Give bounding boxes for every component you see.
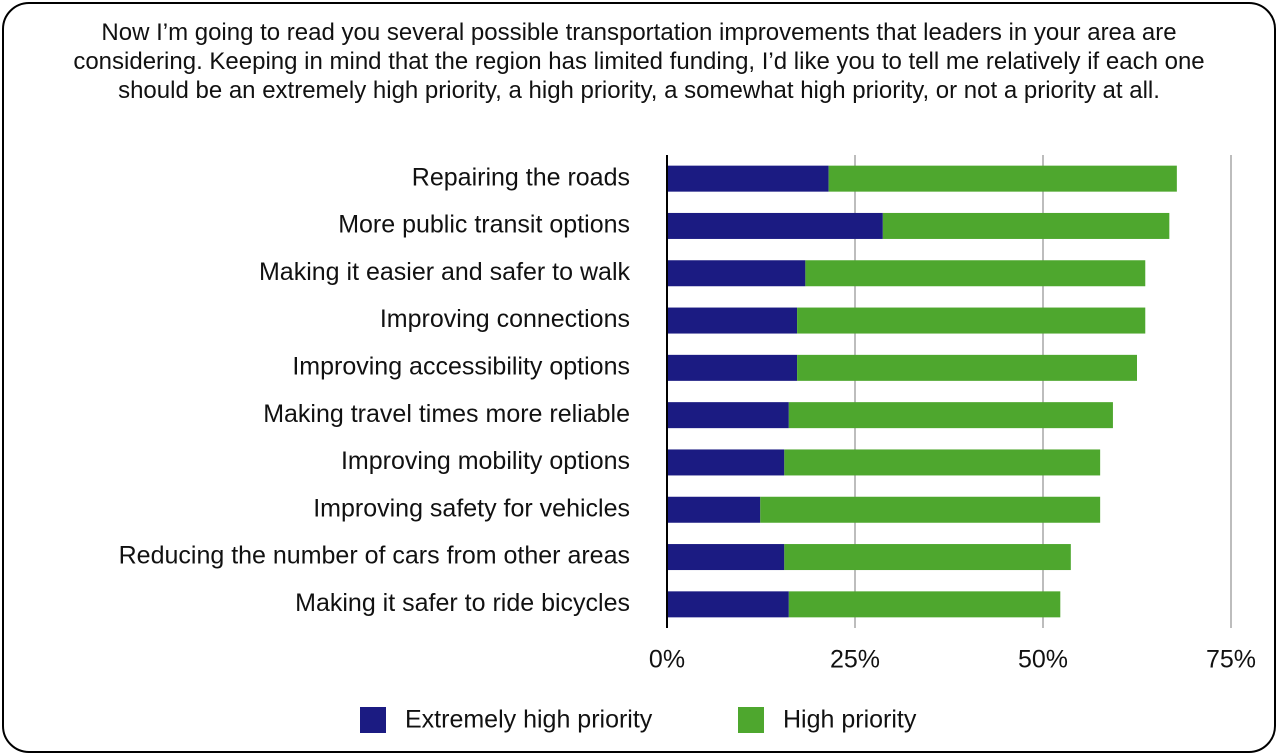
bar	[667, 354, 798, 381]
bar	[788, 591, 1061, 618]
y-tick-label: Making it safer to ride bicycles	[295, 589, 630, 617]
y-tick-label: Improving safety for vehicles	[313, 494, 630, 522]
y-tick-label: Improving connections	[380, 305, 630, 333]
y-tick-label: Repairing the roads	[412, 163, 630, 191]
bar	[760, 496, 1101, 523]
legend-label: Extremely high priority	[405, 706, 653, 734]
bar	[784, 544, 1071, 571]
bar	[797, 354, 1137, 381]
x-tick-label: 75%	[1206, 646, 1256, 674]
x-tick-label: 25%	[830, 646, 880, 674]
bar	[667, 165, 829, 192]
bar	[667, 212, 883, 239]
bar	[667, 307, 798, 334]
x-tick-label: 50%	[1018, 646, 1068, 674]
chart-title: Now I’m going to read you several possib…	[73, 19, 1205, 104]
y-tick-label: Improving accessibility options	[292, 352, 630, 380]
y-tick-label: Reducing the number of cars from other a…	[119, 542, 630, 570]
bar	[667, 544, 785, 571]
bar	[667, 260, 806, 287]
bar	[882, 212, 1170, 239]
legend-swatch	[360, 707, 386, 733]
y-tick-label: Making travel times more reliable	[263, 400, 630, 428]
legend-swatch	[738, 707, 764, 733]
bar	[667, 496, 761, 523]
legend-label: High priority	[783, 706, 917, 734]
bar	[805, 260, 1146, 287]
bar	[788, 402, 1113, 429]
bar	[828, 165, 1177, 192]
bar	[667, 402, 789, 429]
y-tick-label: Improving mobility options	[341, 447, 630, 475]
bar	[784, 449, 1101, 476]
bar	[667, 449, 785, 476]
y-tick-label: Making it easier and safer to walk	[259, 258, 631, 286]
bar	[797, 307, 1146, 334]
x-tick-label: 0%	[649, 646, 685, 674]
y-tick-label: More public transit options	[338, 211, 630, 239]
bar	[667, 591, 789, 618]
